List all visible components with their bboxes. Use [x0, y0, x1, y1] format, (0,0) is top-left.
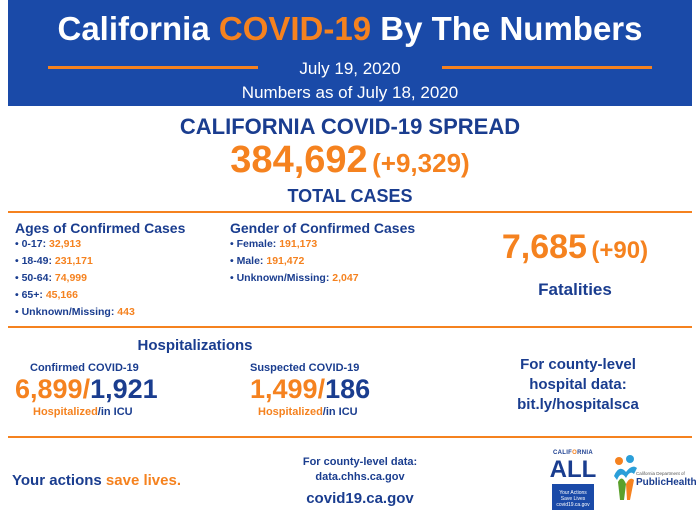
website-link[interactable]: covid19.ca.gov: [306, 490, 414, 507]
california-all-logo: CALIFORNIA ALL Your Actions Save Lives c…: [548, 448, 598, 514]
page-title: California COVID-19 By The Numbers: [57, 10, 643, 47]
confirmed-icu-value: 1,921: [90, 374, 158, 404]
california-wordmark: CALIFORNIA: [552, 450, 593, 456]
total-cases-label: TOTAL CASES: [287, 186, 413, 206]
confirmed-hospitalized-value: 6,899: [15, 374, 83, 404]
report-date: July 19, 2020: [299, 59, 401, 78]
cdph-name-text: PublicHealth: [636, 477, 697, 488]
total-cases-value: 384,692: [230, 139, 368, 181]
list-item: Male: 191,472: [230, 253, 359, 270]
hospital-data-link[interactable]: bit.ly/hospitalsca: [517, 396, 639, 413]
fatalities-number: 7,685 (+90): [470, 228, 680, 267]
list-item: 18-49: 231,171: [15, 253, 135, 270]
divider-top: [8, 211, 692, 213]
hospitalizations-title: Hospitalizations: [137, 337, 253, 354]
fatalities-value: 7,685: [501, 228, 587, 266]
confirmed-numbers: 6,899/1,921: [15, 374, 158, 404]
total-cases-delta: (+9,329): [372, 148, 470, 178]
spread-title: CALIFORNIA COVID-19 SPREAD: [179, 114, 521, 139]
all-wordmark: ALL: [549, 456, 597, 483]
ca-all-tag-box: Your Actions Save Lives covid19.ca.gov: [552, 484, 594, 510]
cdph-sub-text: California Department of: [636, 471, 685, 476]
list-item: 65+: 45,166: [15, 287, 135, 304]
divider-middle: [8, 326, 692, 328]
cdph-figures-icon: [614, 455, 637, 500]
numbers-as-of: Numbers as of July 18, 2020: [241, 83, 459, 102]
gender-title: Gender of Confirmed Cases: [230, 220, 416, 236]
fatalities-delta: (+90): [591, 237, 649, 264]
confirmed-label: Confirmed COVID-19: [30, 362, 139, 374]
header-rule-right: [442, 66, 652, 69]
cdph-logo: California Department of PublicHealth: [612, 452, 697, 512]
ages-title: Ages of Confirmed Cases: [15, 220, 186, 236]
county-data-info: For county-level data: data.chhs.ca.gov: [260, 455, 460, 485]
suspected-sub-label: Hospitalized/in ICU: [258, 406, 358, 418]
list-item: 0-17: 32,913: [15, 236, 135, 253]
list-item: Female: 191,173: [230, 236, 359, 253]
confirmed-sub-label: Hospitalized/in ICU: [33, 406, 133, 418]
footer-tagline: Your actions save lives.: [12, 472, 181, 489]
list-item: Unknown/Missing: 443: [15, 304, 135, 321]
gender-list: Female: 191,173 Male: 191,472 Unknown/Mi…: [230, 236, 359, 287]
county-data-link[interactable]: data.chhs.ca.gov: [315, 471, 405, 483]
fatalities-label: Fatalities: [538, 280, 612, 299]
suspected-hospitalized-value: 1,499: [250, 374, 318, 404]
ages-list: 0-17: 32,913 18-49: 231,171 50-64: 74,99…: [15, 236, 135, 321]
total-cases-number: 384,692 (+9,329): [0, 139, 700, 182]
header-banner: California COVID-19 By The Numbers July …: [8, 0, 692, 106]
suspected-numbers: 1,499/186: [250, 374, 371, 404]
list-item: Unknown/Missing: 2,047: [230, 270, 359, 287]
header-rule-left: [48, 66, 258, 69]
suspected-icu-value: 186: [325, 374, 371, 404]
suspected-label: Suspected COVID-19: [250, 362, 360, 374]
list-item: 50-64: 74,999: [15, 270, 135, 287]
divider-bottom: [8, 436, 692, 438]
county-hospital-info: For county-level hospital data: bit.ly/h…: [478, 355, 678, 415]
